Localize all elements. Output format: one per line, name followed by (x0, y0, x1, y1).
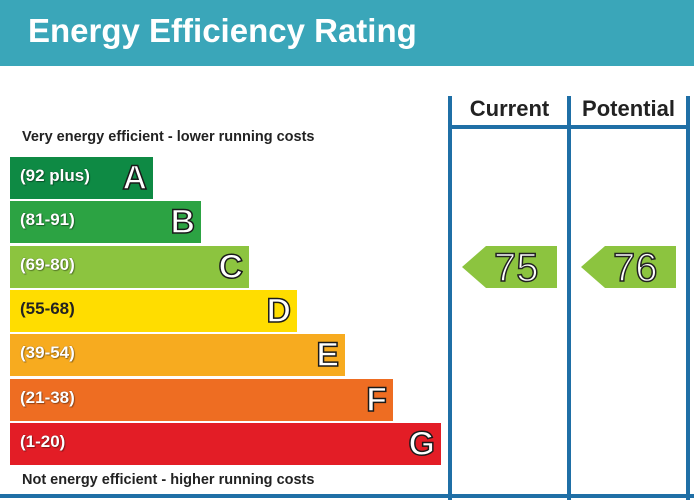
band-range-label: (81-91) (20, 210, 75, 230)
band-letter: C (218, 247, 244, 287)
band-letter: E (316, 335, 340, 375)
band-letter: D (266, 291, 292, 331)
band-range-label: (39-54) (20, 343, 75, 363)
band-d: (55-68) D (10, 289, 297, 332)
band-range-label: (1-20) (20, 431, 66, 451)
band-g: (1-20) G (10, 422, 441, 465)
header-bar: Energy Efficiency Rating (0, 0, 694, 66)
current-rating-value: 75 (493, 245, 539, 291)
current-pointer-arrow (462, 245, 557, 288)
band-range-label: (21-38) (20, 387, 75, 407)
current-pointer-shape (462, 245, 557, 288)
potential-rating-pointer: 76 (581, 245, 676, 291)
bottom-caption: Not energy efficient - higher running co… (22, 472, 315, 488)
band-f: (21-38) F (10, 378, 393, 421)
band-range-label: (55-68) (20, 298, 75, 318)
current-rating-pointer: 75 (462, 245, 557, 291)
band-c: (69-80) C (10, 245, 249, 288)
rule-middle (567, 96, 571, 500)
rule-left (448, 96, 452, 500)
rule-header-bottom (448, 125, 690, 129)
band-letter: A (122, 158, 148, 198)
current-column-header: Current (469, 96, 550, 121)
band-range-label: (69-80) (20, 254, 75, 274)
potential-rating-value: 76 (612, 245, 658, 291)
band-b: (81-91) B (10, 201, 201, 244)
band-a: (92 plus) A (10, 157, 153, 199)
rule-right (686, 96, 690, 500)
band-letter: B (170, 203, 196, 243)
rule-bottom (0, 494, 694, 498)
potential-pointer-arrow (581, 245, 676, 288)
band-range-label: (92 plus) (20, 166, 90, 185)
page-title: Energy Efficiency Rating (28, 12, 417, 49)
top-caption: Very energy efficient - lower running co… (22, 129, 315, 145)
band-e: (39-54) E (10, 334, 345, 377)
band-letter: G (408, 424, 436, 464)
potential-column-header: Potential (582, 96, 675, 121)
band-letter: F (365, 380, 387, 420)
potential-pointer-shape (581, 245, 676, 288)
